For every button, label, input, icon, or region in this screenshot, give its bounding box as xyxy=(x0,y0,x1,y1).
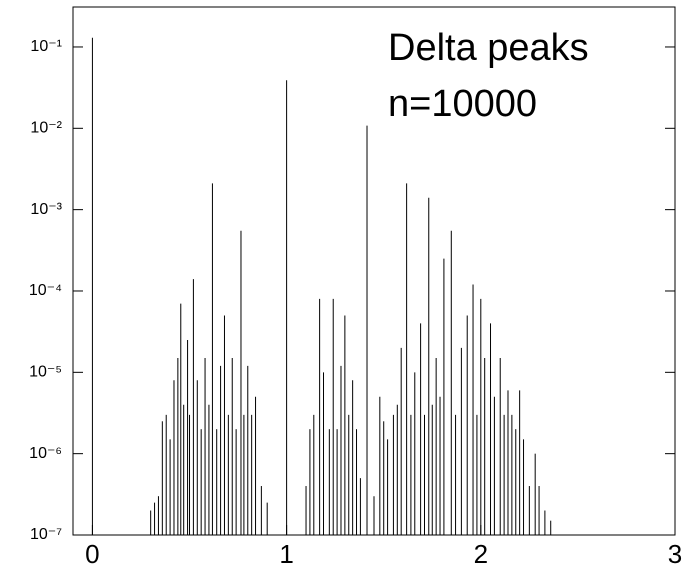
y-tick-label: 10⁻³ xyxy=(30,201,62,218)
y-tick-label: 10⁻⁷ xyxy=(30,526,62,543)
annotation: Delta peaks xyxy=(388,27,589,69)
x-tick-label: 0 xyxy=(85,539,99,569)
y-tick-label: 10⁻⁵ xyxy=(29,364,62,381)
x-tick-label: 3 xyxy=(668,539,682,569)
plot-frame xyxy=(72,6,676,536)
y-tick-label: 10⁻¹ xyxy=(30,38,62,55)
y-tick-label: 10⁻² xyxy=(30,120,62,137)
y-tick-label: 10⁻⁶ xyxy=(29,445,62,462)
x-tick-label: 2 xyxy=(474,539,488,569)
y-tick-label: 10⁻⁴ xyxy=(29,282,62,299)
annotation: n=10000 xyxy=(388,83,537,125)
x-tick-label: 1 xyxy=(279,539,293,569)
